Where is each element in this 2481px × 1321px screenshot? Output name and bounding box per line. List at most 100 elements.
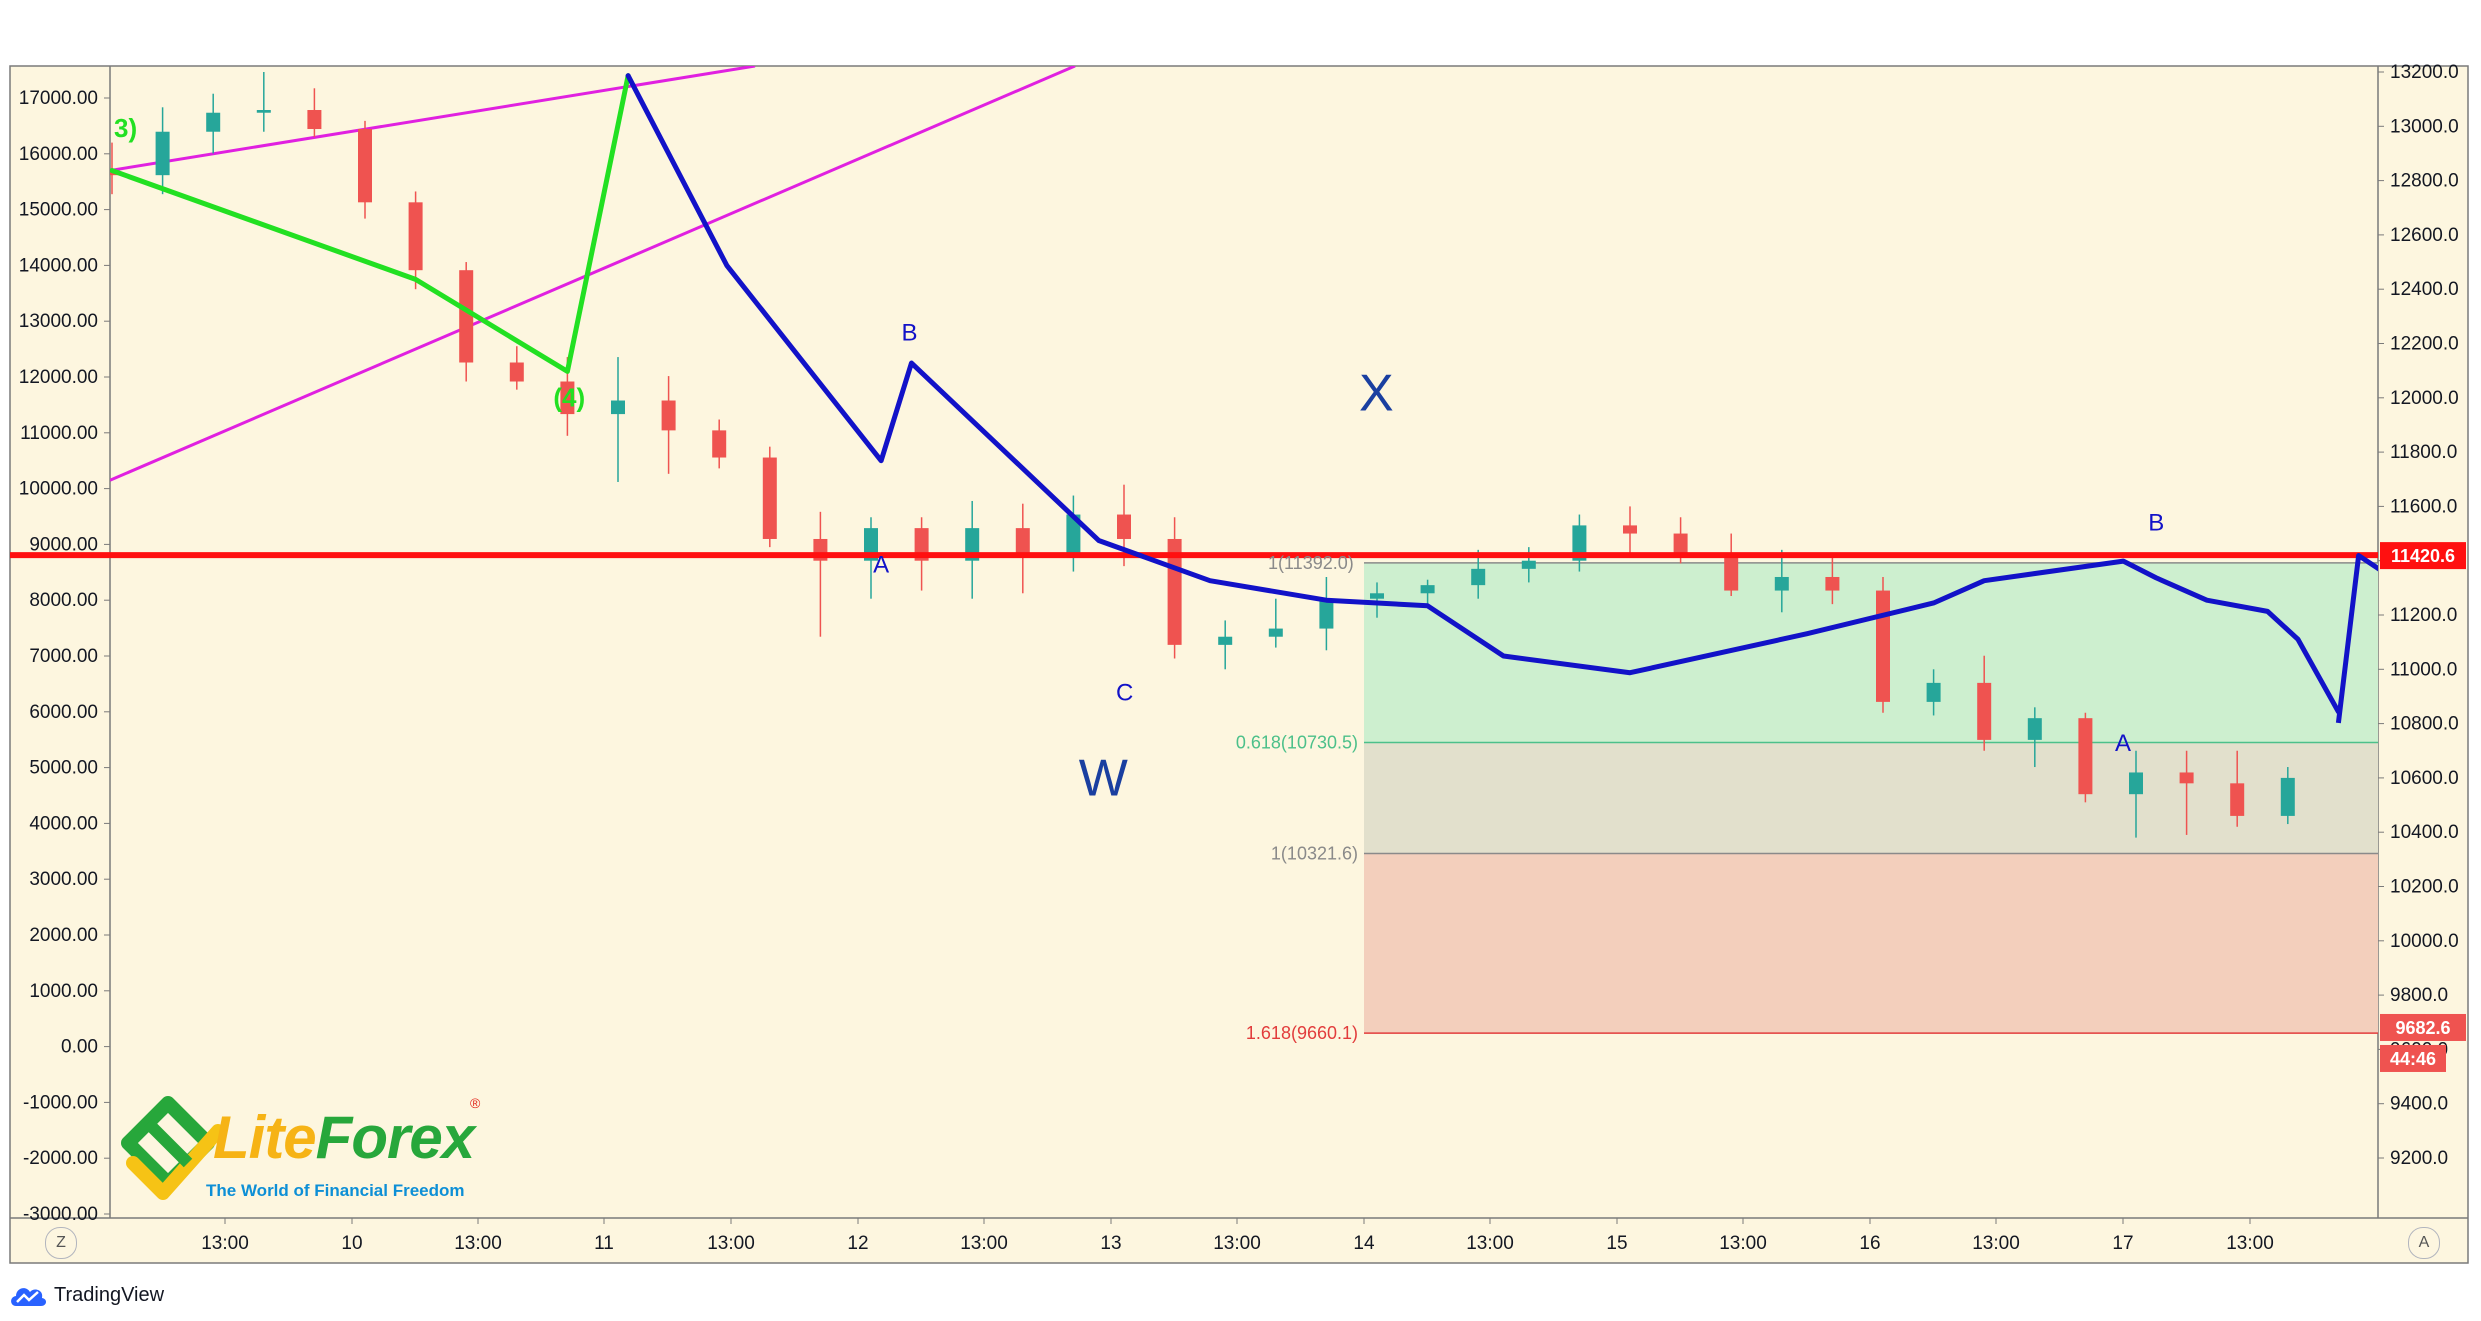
- wave-line-blue-1: [625, 73, 2341, 715]
- fib-zone-red: [1364, 853, 2378, 1034]
- right-tick-label-8: 11600.0: [2390, 496, 2457, 517]
- time-label-7: 13: [1100, 1233, 1121, 1254]
- left-tick-label-15: 2000.00: [29, 925, 98, 946]
- time-label-9: 14: [1353, 1233, 1375, 1254]
- time-label-0: 13:00: [201, 1233, 249, 1254]
- candle-body-32: [1724, 555, 1739, 591]
- candle-body-10: [611, 400, 625, 415]
- fib-level-label-0: 1(11392.0): [1268, 553, 1354, 573]
- left-tick-label-19: -2000.00: [23, 1148, 98, 1169]
- candle-body-24: [1319, 598, 1334, 629]
- candle-body-22: [1218, 636, 1233, 645]
- price-tag-label-2: 44:46: [2390, 1049, 2436, 1069]
- fib-level-label-3: 1.618(9660.1): [1246, 1023, 1358, 1043]
- left-tick-label-20: -3000.00: [23, 1204, 98, 1225]
- fib-zone-green: [1364, 562, 2378, 743]
- time-label-15: 17: [2112, 1233, 2133, 1254]
- candle-body-9: [560, 381, 575, 415]
- time-label-13: 16: [1859, 1233, 1880, 1254]
- logo-name: LiteForex: [213, 1103, 475, 1172]
- candle-body-30: [1623, 525, 1637, 534]
- candle-body-37: [1977, 682, 1992, 740]
- candle-body-41: [2179, 772, 2194, 784]
- wave-label-5: W: [1079, 750, 1128, 808]
- right-tick-label-14: 10400.0: [2390, 822, 2459, 843]
- time-label-1: 10: [341, 1233, 362, 1254]
- time-label-3: 11: [594, 1233, 614, 1254]
- channel-upper-line: [110, 66, 756, 173]
- left-tick-label-4: 13000.00: [19, 311, 98, 332]
- candle-body-42: [2230, 783, 2245, 816]
- right-tick-label-20: 9200.0: [2390, 1148, 2448, 1169]
- logo-name-forex: Forex: [315, 1104, 475, 1171]
- auto-scale-icon: A: [2418, 1234, 2430, 1251]
- time-label-12: 13:00: [1719, 1233, 1767, 1254]
- price-tag-0: [2380, 542, 2466, 570]
- candle-body-40: [2129, 772, 2143, 795]
- wave-line-blue-last: [2335, 553, 2378, 724]
- candle-body-35: [1876, 590, 1890, 702]
- left-tick-label-8: 9000.00: [29, 534, 98, 555]
- left-tick-label-13: 4000.00: [29, 813, 98, 834]
- time-label-16: 13:00: [2226, 1233, 2274, 1254]
- time-label-4: 13:00: [707, 1233, 755, 1254]
- auto-scale-button[interactable]: A: [2408, 1227, 2440, 1259]
- candle-body-3: [256, 110, 271, 113]
- candle-body-25: [1370, 593, 1384, 599]
- wave-label-7: B: [2148, 509, 2164, 536]
- right-tick-label-2: 12800.0: [2390, 171, 2459, 192]
- candle-body-28: [1521, 560, 1536, 569]
- right-tick-label-3: 12600.0: [2390, 225, 2459, 246]
- candle-body-38: [2027, 718, 2042, 740]
- candle-body-33: [1774, 576, 1789, 591]
- left-tick-label-1: 16000.00: [19, 144, 98, 165]
- liteforex-logo: LiteForex ® The World of Financial Freed…: [118, 1085, 498, 1215]
- candle-body-5: [358, 129, 372, 203]
- right-tick-label-6: 12000.0: [2390, 388, 2459, 409]
- left-tick-label-16: 1000.00: [29, 981, 98, 1002]
- candle-body-7: [459, 270, 474, 363]
- time-label-6: 13:00: [960, 1233, 1008, 1254]
- candle-body-39: [2078, 718, 2093, 795]
- left-tick-label-9: 8000.00: [29, 590, 98, 611]
- left-tick-label-17: 0.00: [61, 1037, 98, 1058]
- wave-label-0: 3): [114, 113, 137, 143]
- time-label-11: 15: [1606, 1233, 1627, 1254]
- candle-body-11: [661, 400, 676, 431]
- logo-registered-mark: ®: [470, 1095, 481, 1111]
- wave-line-green-0: [110, 73, 631, 374]
- candle-body-19: [1066, 514, 1081, 558]
- price-tag-2: [2380, 1044, 2446, 1072]
- channel-lower-line: [110, 66, 1076, 482]
- logo-name-lite: Lite: [213, 1104, 317, 1171]
- candle-body-31: [1673, 533, 1688, 556]
- time-label-5: 12: [847, 1233, 868, 1254]
- liteforex-logo-mark-icon: [121, 1096, 225, 1200]
- candle-body-2: [206, 112, 221, 132]
- left-tick-label-5: 12000.00: [19, 367, 98, 388]
- wave-label-1: (4): [553, 383, 585, 413]
- candle-body-12: [712, 430, 727, 458]
- price-tag-1: [2380, 1013, 2466, 1041]
- wave-label-2: A: [873, 551, 889, 578]
- right-tick-label-16: 10000.0: [2390, 931, 2459, 952]
- right-tick-label-13: 10600.0: [2390, 768, 2459, 789]
- wave-label-4: C: [1116, 680, 1133, 707]
- time-label-2: 13:00: [454, 1233, 502, 1254]
- footer-brand[interactable]: TradingView: [8, 1278, 164, 1312]
- fib-level-label-2: 1(10321.6): [1271, 843, 1358, 863]
- candle-body-20: [1117, 514, 1131, 539]
- timezone-button[interactable]: Z: [45, 1227, 77, 1259]
- time-label-8: 13:00: [1213, 1233, 1261, 1254]
- candle-body-23: [1268, 628, 1283, 637]
- candle-body-6: [408, 202, 423, 271]
- logo-tagline: The World of Financial Freedom: [206, 1181, 465, 1200]
- right-tick-label-5: 12200.0: [2390, 334, 2459, 355]
- tradingview-cloud-icon: [11, 1288, 47, 1306]
- candle-body-8: [509, 362, 524, 382]
- timezone-icon: Z: [56, 1234, 66, 1251]
- chart-border: [9, 65, 2469, 1264]
- time-label-10: 13:00: [1466, 1233, 1514, 1254]
